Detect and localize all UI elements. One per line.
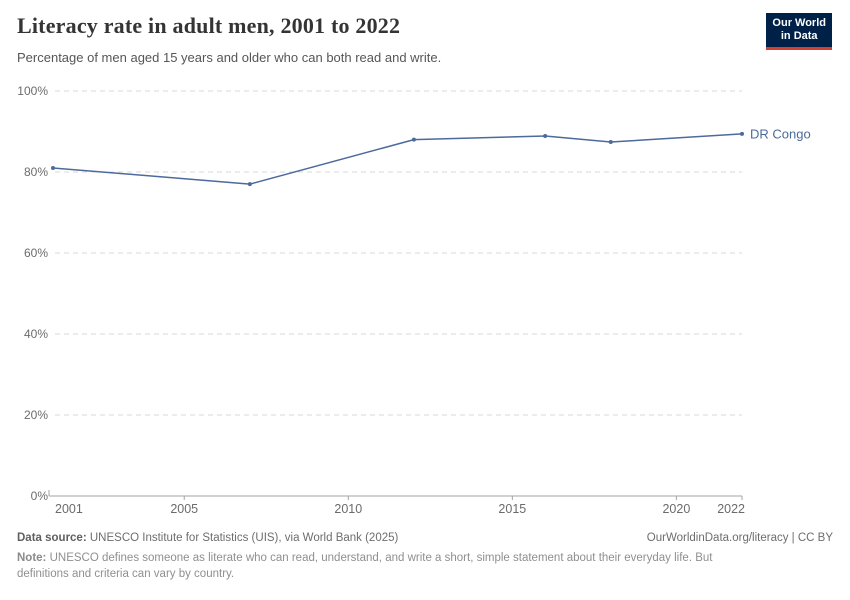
owid-logo-line1: Our World bbox=[772, 17, 826, 29]
data-point-marker bbox=[740, 131, 744, 136]
footer-note: Note: UNESCO defines someone as literate… bbox=[17, 550, 729, 582]
chart-subtitle: Percentage of men aged 15 years and olde… bbox=[17, 50, 442, 65]
data-point-marker bbox=[51, 165, 55, 170]
y-tick-label: 40% bbox=[24, 327, 48, 341]
data-point-marker bbox=[608, 140, 613, 145]
data-source-text: UNESCO Institute for Statistics (UIS), v… bbox=[89, 532, 399, 544]
data-point-marker bbox=[543, 133, 548, 138]
data-point-marker bbox=[247, 182, 252, 187]
data-source-label: Data source: bbox=[17, 532, 87, 544]
y-tick-label: 20% bbox=[24, 408, 48, 422]
x-tick-label: 2001 bbox=[55, 502, 83, 516]
y-tick-label: 100% bbox=[17, 84, 48, 98]
footer-attribution: OurWorldinData.org/literacy | CC BY bbox=[646, 532, 833, 544]
footer-note-label: Note: bbox=[17, 552, 47, 564]
y-tick-label: 0% bbox=[31, 489, 49, 503]
series-line bbox=[52, 133, 743, 185]
data-source: Data source: UNESCO Institute for Statis… bbox=[17, 532, 398, 544]
x-tick-label: 2010 bbox=[334, 502, 362, 516]
y-tick-label: 60% bbox=[24, 246, 48, 260]
owid-logo: Our World in Data bbox=[766, 13, 832, 50]
page-title: Literacy rate in adult men, 2001 to 2022 bbox=[17, 13, 401, 38]
x-tick-label: 2020 bbox=[662, 502, 690, 516]
data-point-marker bbox=[411, 137, 416, 142]
footer-note-text: UNESCO defines someone as literate who c… bbox=[17, 552, 713, 580]
x-tick-label: 2022 bbox=[717, 502, 745, 516]
y-tick-label: 80% bbox=[24, 165, 48, 179]
series-end-label: DR Congo bbox=[750, 126, 811, 141]
x-tick-label: 2005 bbox=[170, 502, 198, 516]
owid-logo-line2: in Data bbox=[780, 30, 818, 42]
x-tick-label: 2015 bbox=[498, 502, 526, 516]
